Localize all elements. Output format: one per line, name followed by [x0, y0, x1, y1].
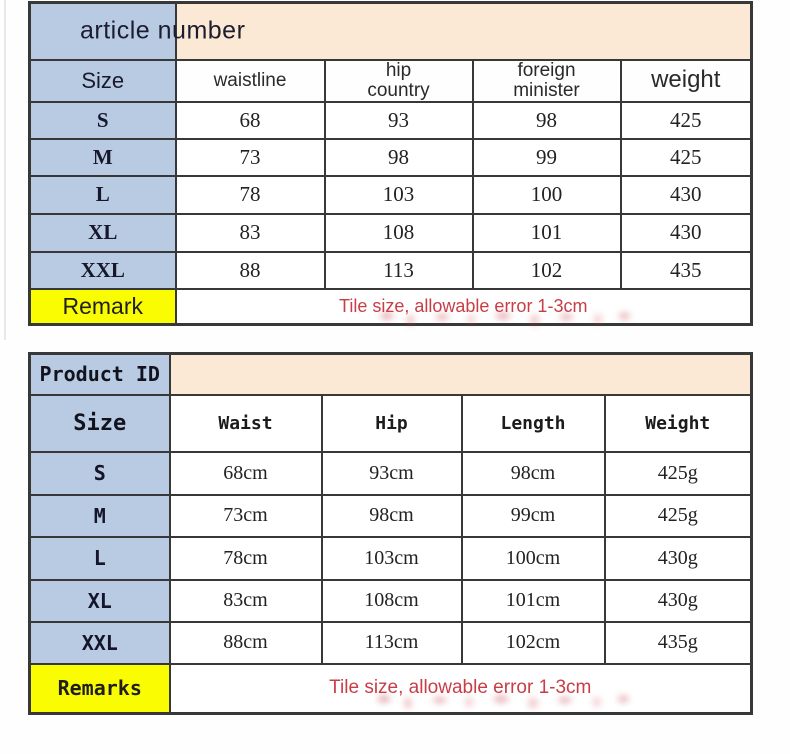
value-cell: 98 [323, 137, 474, 177]
column-header-hip: hip country [323, 58, 474, 103]
value-cell: 101cm [460, 578, 606, 623]
column-header-weight: weight [619, 58, 753, 103]
size-cell: L [28, 174, 177, 215]
table-row-m: M 73 98 99 425 [28, 137, 753, 177]
size-cell: S [28, 450, 171, 496]
size-cell: XXL [28, 620, 171, 665]
value-cell: 99 [471, 137, 622, 177]
value-cell: 435g [603, 620, 753, 665]
value-cell: 99cm [460, 493, 606, 538]
value-cell: 113cm [320, 620, 463, 665]
column-header-size: Size [28, 393, 171, 453]
size-cell: XL [28, 212, 177, 253]
table-row-l: L 78cm 103cm 100cm 430g [28, 535, 753, 581]
value-cell: 73cm [168, 493, 323, 538]
article-number-row: article number [28, 1, 753, 61]
value-cell: 98 [471, 100, 622, 140]
value-cell: 98cm [460, 450, 606, 496]
size-cell: XXL [28, 250, 177, 290]
header-row: Size Waist Hip Length Weight [28, 393, 753, 453]
table-row-s: S 68 93 98 425 [28, 100, 753, 140]
column-header-size: Size [28, 58, 177, 103]
value-cell: 102cm [460, 620, 606, 665]
value-cell: 98cm [320, 493, 463, 538]
value-cell: 108 [323, 212, 474, 253]
column-header-waistline: waistline [174, 58, 326, 103]
column-header-waist: Waist [168, 393, 323, 453]
value-cell: 103 [323, 174, 474, 215]
article-number-value-cell [174, 1, 753, 61]
header-row: Size waistline hip country foreign minis… [28, 58, 753, 103]
value-cell: 93 [323, 100, 474, 140]
value-cell: 83 [174, 212, 326, 253]
article-number-cell: article number [28, 1, 245, 61]
value-cell: 425g [603, 450, 753, 496]
value-cell: 430 [619, 174, 753, 215]
table-row-l: L 78 103 100 430 [28, 174, 753, 215]
product-id-row: Product ID [28, 352, 753, 396]
value-cell: 88 [174, 250, 326, 290]
value-cell: 425g [603, 493, 753, 538]
value-cell: 100 [471, 174, 622, 215]
value-cell: 425 [619, 100, 753, 140]
product-id-cell: Product ID [28, 352, 171, 396]
size-cell: S [28, 100, 177, 140]
value-cell: 425 [619, 137, 753, 177]
size-table-sans: article number Size waistline hip countr… [28, 1, 753, 328]
remark-row: Remark Tile size, allowable error 1-3cm [28, 287, 753, 328]
size-cell: XL [28, 578, 171, 623]
article-number-label: article number [80, 16, 246, 45]
remarks-text: Tile size, allowable error 1-3cm [329, 677, 592, 699]
table-row-xxl: XXL 88 113 102 435 [28, 250, 753, 290]
column-header-hip: Hip [320, 393, 463, 453]
value-cell: 78cm [168, 535, 323, 581]
table-row-xxl: XXL 88cm 113cm 102cm 435g [28, 620, 753, 665]
remark-text: Tile size, allowable error 1-3cm [339, 295, 588, 316]
value-cell: 83cm [168, 578, 323, 623]
value-cell: 101 [471, 212, 622, 253]
value-cell: 78 [174, 174, 326, 215]
value-cell: 108cm [320, 578, 463, 623]
product-id-value-cell [168, 352, 753, 396]
table-row-xl: XL 83cm 108cm 101cm 430g [28, 578, 753, 623]
column-header-length: foreign minister [471, 58, 622, 103]
value-cell: 68cm [168, 450, 323, 496]
size-cell: M [28, 493, 171, 538]
value-cell: 430g [603, 535, 753, 581]
value-cell: 88cm [168, 620, 323, 665]
value-cell: 102 [471, 250, 622, 290]
left-edge-artifact [4, 0, 6, 340]
remarks-row: Remarks Tile size, allowable error 1-3cm [28, 662, 753, 715]
table-row-s: S 68cm 93cm 98cm 425g [28, 450, 753, 496]
remarks-label-cell: Remarks [28, 662, 171, 715]
table-row-xl: XL 83 108 101 430 [28, 212, 753, 253]
column-header-length: Length [460, 393, 606, 453]
size-cell: M [28, 137, 177, 177]
size-table-mono: Product ID Size Waist Hip Length Weight … [28, 352, 753, 715]
size-cell: L [28, 535, 171, 581]
table-row-m: M 73cm 98cm 99cm 425g [28, 493, 753, 538]
value-cell: 113 [323, 250, 474, 290]
value-cell: 100cm [460, 535, 606, 581]
value-cell: 68 [174, 100, 326, 140]
value-cell: 103cm [320, 535, 463, 581]
value-cell: 93cm [320, 450, 463, 496]
value-cell: 73 [174, 137, 326, 177]
remarks-text-cell: Tile size, allowable error 1-3cm [168, 662, 753, 715]
column-header-weight: Weight [603, 393, 753, 453]
value-cell: 430 [619, 212, 753, 253]
remark-text-cell: Tile size, allowable error 1-3cm [174, 287, 753, 328]
remark-label-cell: Remark [28, 287, 177, 326]
value-cell: 435 [619, 250, 753, 290]
value-cell: 430g [603, 578, 753, 623]
